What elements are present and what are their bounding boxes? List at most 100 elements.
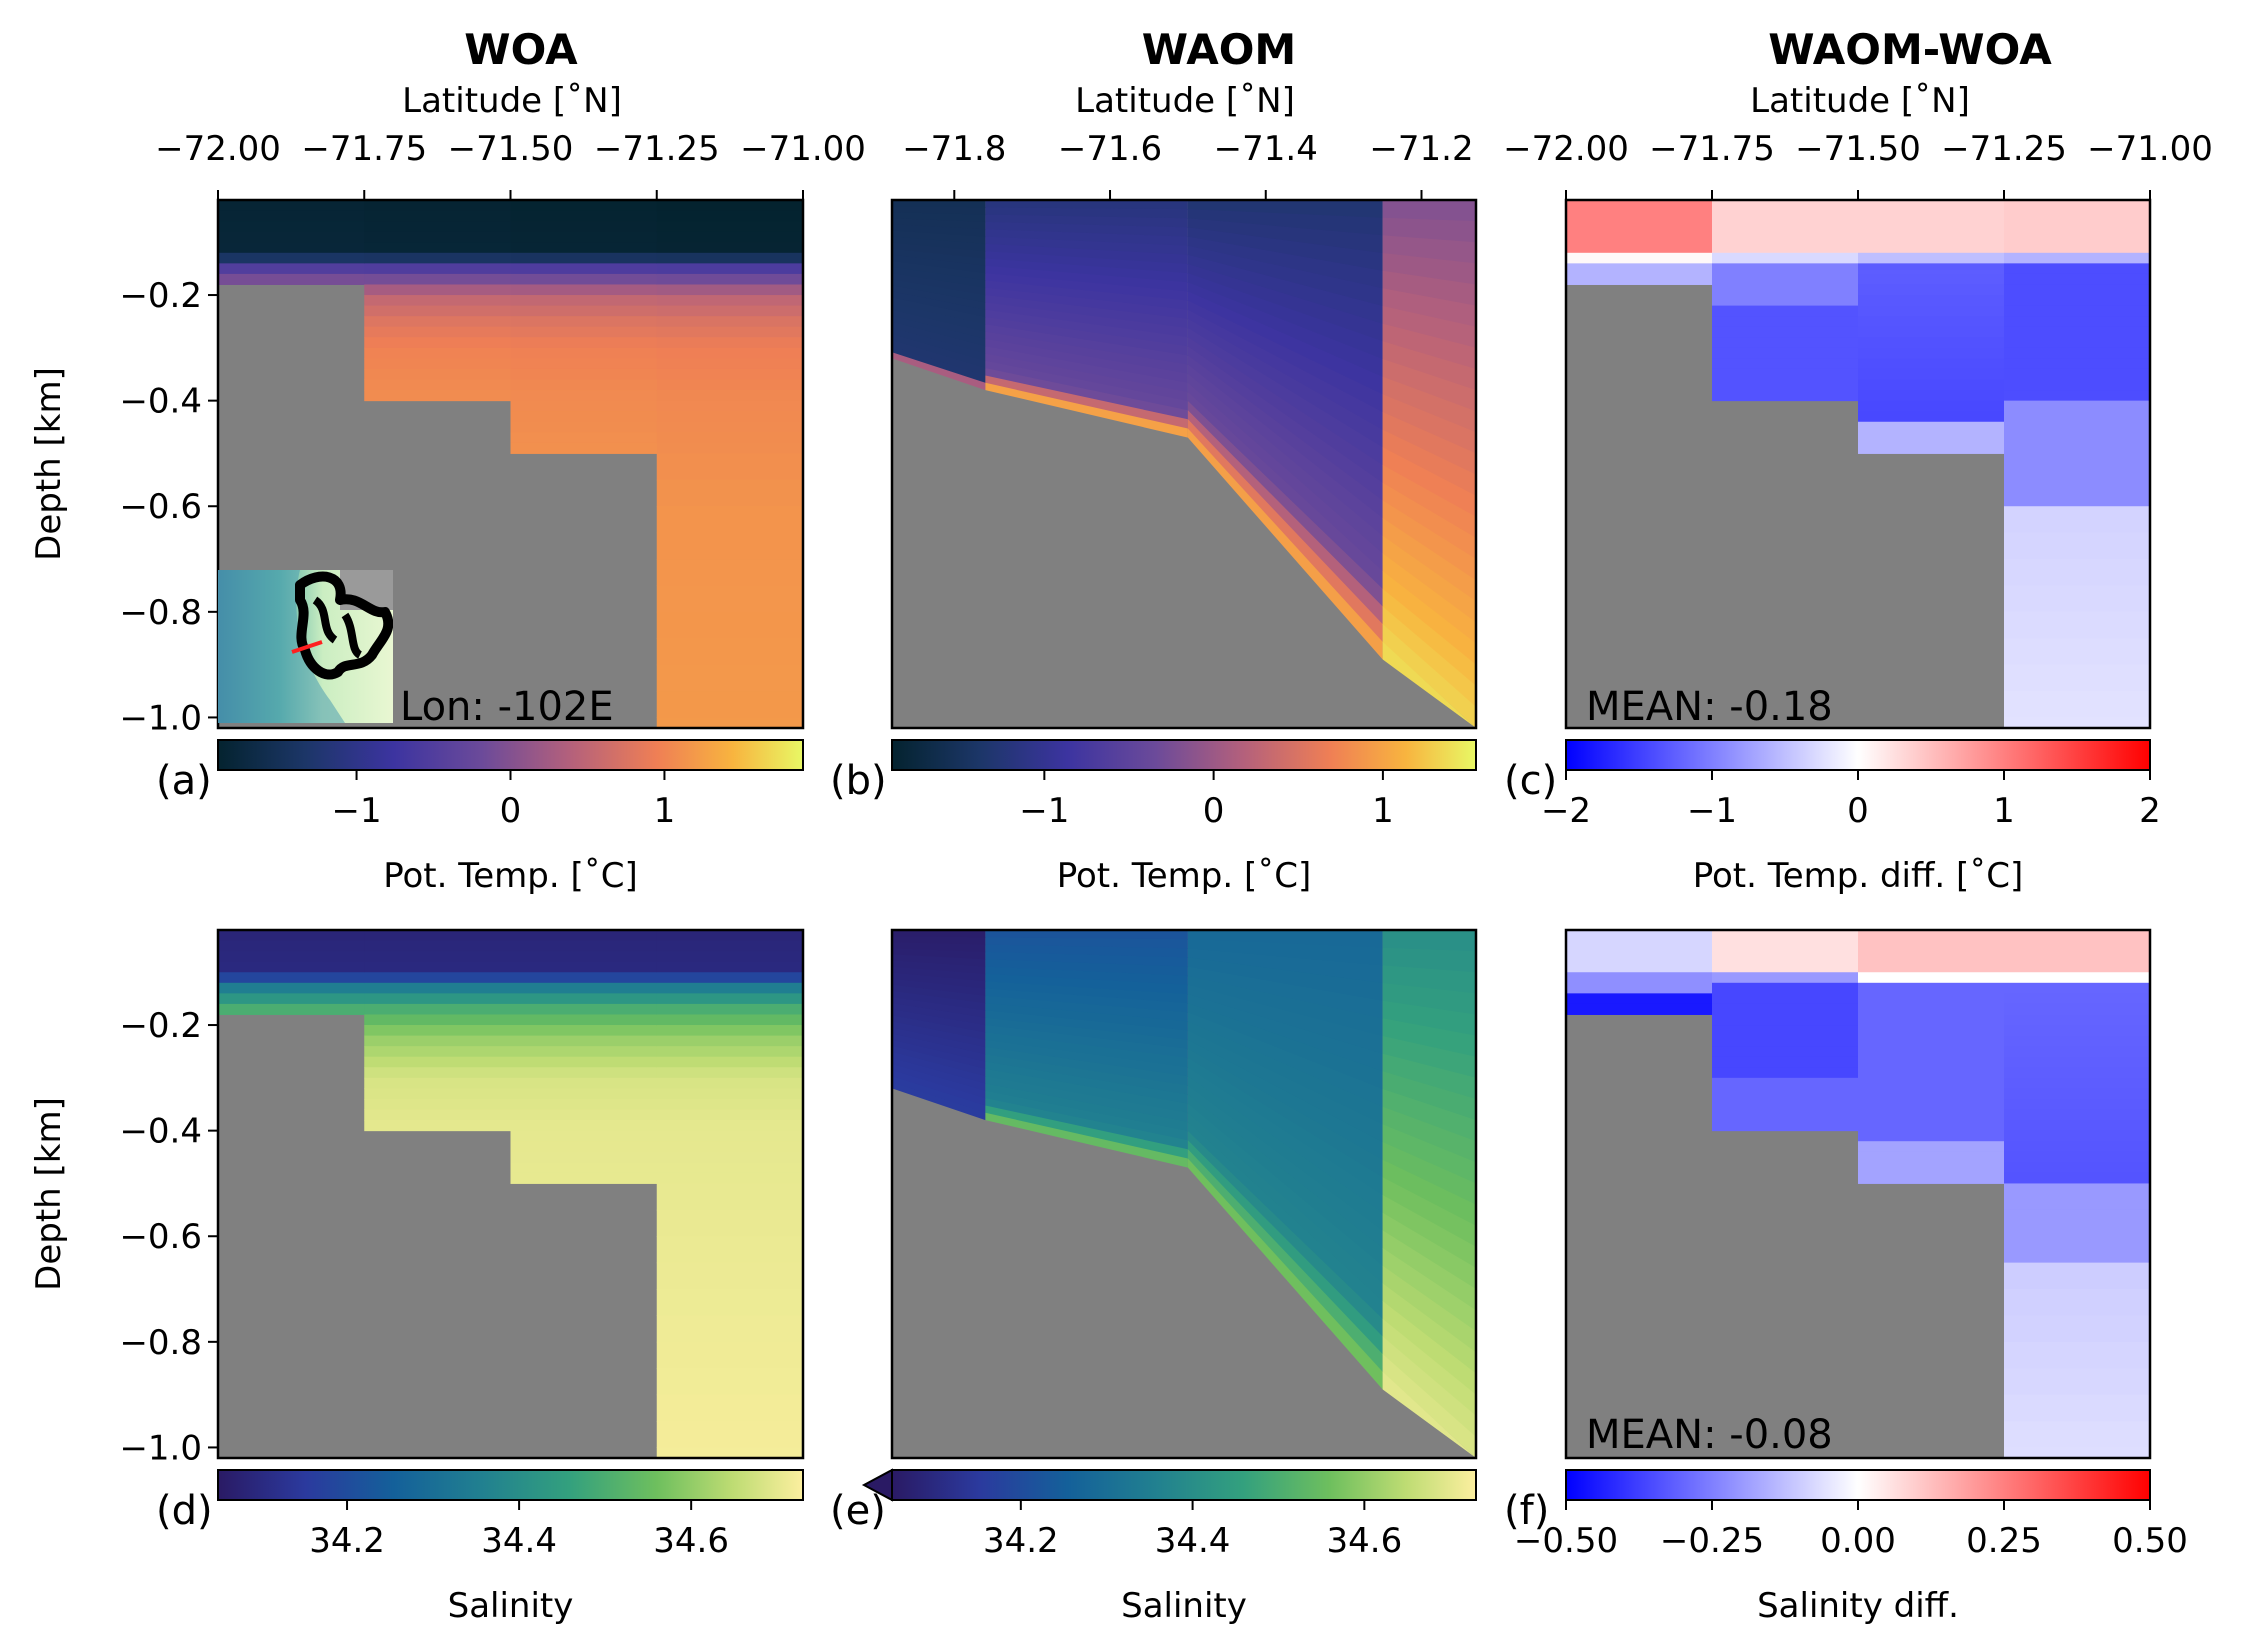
data-cell xyxy=(510,972,658,984)
data-cell xyxy=(985,1105,1188,1160)
axes-frame xyxy=(890,198,1478,730)
data-cell xyxy=(656,1056,804,1068)
data-cell xyxy=(1382,376,1476,433)
data-cell xyxy=(1187,236,1383,289)
data-cell xyxy=(1712,930,1859,942)
colorbar-tick-label: 0.00 xyxy=(1820,1521,1896,1561)
data-cell xyxy=(2004,940,2151,952)
data-cell xyxy=(892,954,986,968)
x-tick-label: −72.00 xyxy=(1503,129,1629,169)
data-cell xyxy=(1382,1283,1476,1375)
data-cell xyxy=(892,960,986,975)
data-cell xyxy=(2004,1141,2151,1153)
data-cell xyxy=(1187,1067,1383,1214)
data-cell xyxy=(985,265,1188,292)
data-cell xyxy=(510,316,658,328)
data-cell xyxy=(985,221,1188,238)
data-cell xyxy=(1712,1014,1859,1026)
data-cell xyxy=(1382,1071,1476,1121)
data-cell xyxy=(1187,364,1383,537)
data-cell xyxy=(1566,200,1713,212)
data-cell xyxy=(1858,961,2005,973)
data-cell xyxy=(364,263,511,275)
data-cell xyxy=(1712,1035,1859,1047)
data-cell xyxy=(656,347,804,359)
data-cell xyxy=(985,375,1188,430)
data-cell xyxy=(656,379,804,391)
colorbar-tick-label: 1 xyxy=(1372,791,1394,831)
data-cell xyxy=(656,1394,804,1422)
data-cell xyxy=(2004,1289,2151,1316)
data-cell xyxy=(364,295,511,307)
data-cell xyxy=(1187,264,1383,342)
data-cell xyxy=(1187,410,1383,625)
data-cell xyxy=(2004,691,2151,718)
data-cell xyxy=(892,930,986,938)
data-cell xyxy=(1382,341,1476,391)
data-cell xyxy=(364,273,511,285)
data-cell xyxy=(2004,1172,2151,1184)
data-cell xyxy=(1382,253,1476,286)
data-cell xyxy=(656,559,804,586)
data-cell xyxy=(1382,1301,1476,1396)
data-cell xyxy=(892,315,986,347)
data-cell xyxy=(218,930,365,942)
data-cell xyxy=(1858,284,2005,296)
xlabel-a: Latitude [˚N] xyxy=(402,81,622,121)
data-cell xyxy=(985,229,1188,247)
data-cell xyxy=(1858,210,2005,222)
colorbar-label: Pot. Temp. diff. [˚C] xyxy=(1693,856,2024,896)
data-cell xyxy=(656,1014,804,1026)
data-cell xyxy=(1382,1106,1476,1163)
data-cell xyxy=(1382,606,1476,708)
data-cell xyxy=(892,1045,986,1077)
data-cell xyxy=(510,337,658,349)
data-cell xyxy=(1382,1018,1476,1058)
data-cell xyxy=(1187,355,1383,519)
data-cell xyxy=(1187,975,1383,1037)
data-cell xyxy=(1858,1077,2005,1089)
data-cell xyxy=(1566,972,1713,984)
data-cell xyxy=(364,1035,511,1047)
data-cell xyxy=(510,368,658,381)
data-cell xyxy=(1187,391,1383,590)
data-cell xyxy=(1187,273,1383,360)
data-cell xyxy=(2004,559,2151,586)
data-cell xyxy=(1858,1130,2005,1142)
data-cell xyxy=(1858,337,2005,349)
data-cell xyxy=(985,324,1188,366)
data-cell xyxy=(985,338,1188,384)
data-cell xyxy=(656,400,804,412)
data-cell xyxy=(656,210,804,222)
y-tick-label: −0.4 xyxy=(119,1112,202,1152)
data-cell xyxy=(218,252,365,264)
data-cell xyxy=(2004,638,2151,666)
data-cell xyxy=(364,305,511,317)
data-cell xyxy=(2004,305,2151,317)
data-cell xyxy=(2004,273,2151,285)
data-cell xyxy=(985,981,1188,1004)
data-cell xyxy=(1382,588,1476,687)
data-cell xyxy=(656,1067,804,1079)
x-tick-label: −71.25 xyxy=(594,129,720,169)
data-cell xyxy=(1712,961,1859,973)
data-cell xyxy=(218,993,365,1005)
data-cell xyxy=(1187,994,1383,1072)
data-cell xyxy=(1712,951,1859,963)
data-cell xyxy=(510,1014,658,1026)
colorbar-gradient xyxy=(218,740,803,770)
data-cell xyxy=(364,930,511,942)
data-cell xyxy=(2004,1003,2151,1015)
seafloor xyxy=(892,358,1476,728)
data-cell xyxy=(510,1151,658,1163)
data-cell xyxy=(2004,1151,2151,1163)
data-cell xyxy=(1858,1162,2005,1174)
data-cell xyxy=(656,1162,804,1174)
data-cell xyxy=(218,221,365,233)
data-cell xyxy=(1712,305,1859,317)
x-tick-label: −71.00 xyxy=(2087,129,2213,169)
title-woa: WOA xyxy=(464,25,578,74)
data-cell xyxy=(1858,432,2005,444)
data-cell xyxy=(1382,1354,1476,1458)
data-cell xyxy=(510,273,658,285)
